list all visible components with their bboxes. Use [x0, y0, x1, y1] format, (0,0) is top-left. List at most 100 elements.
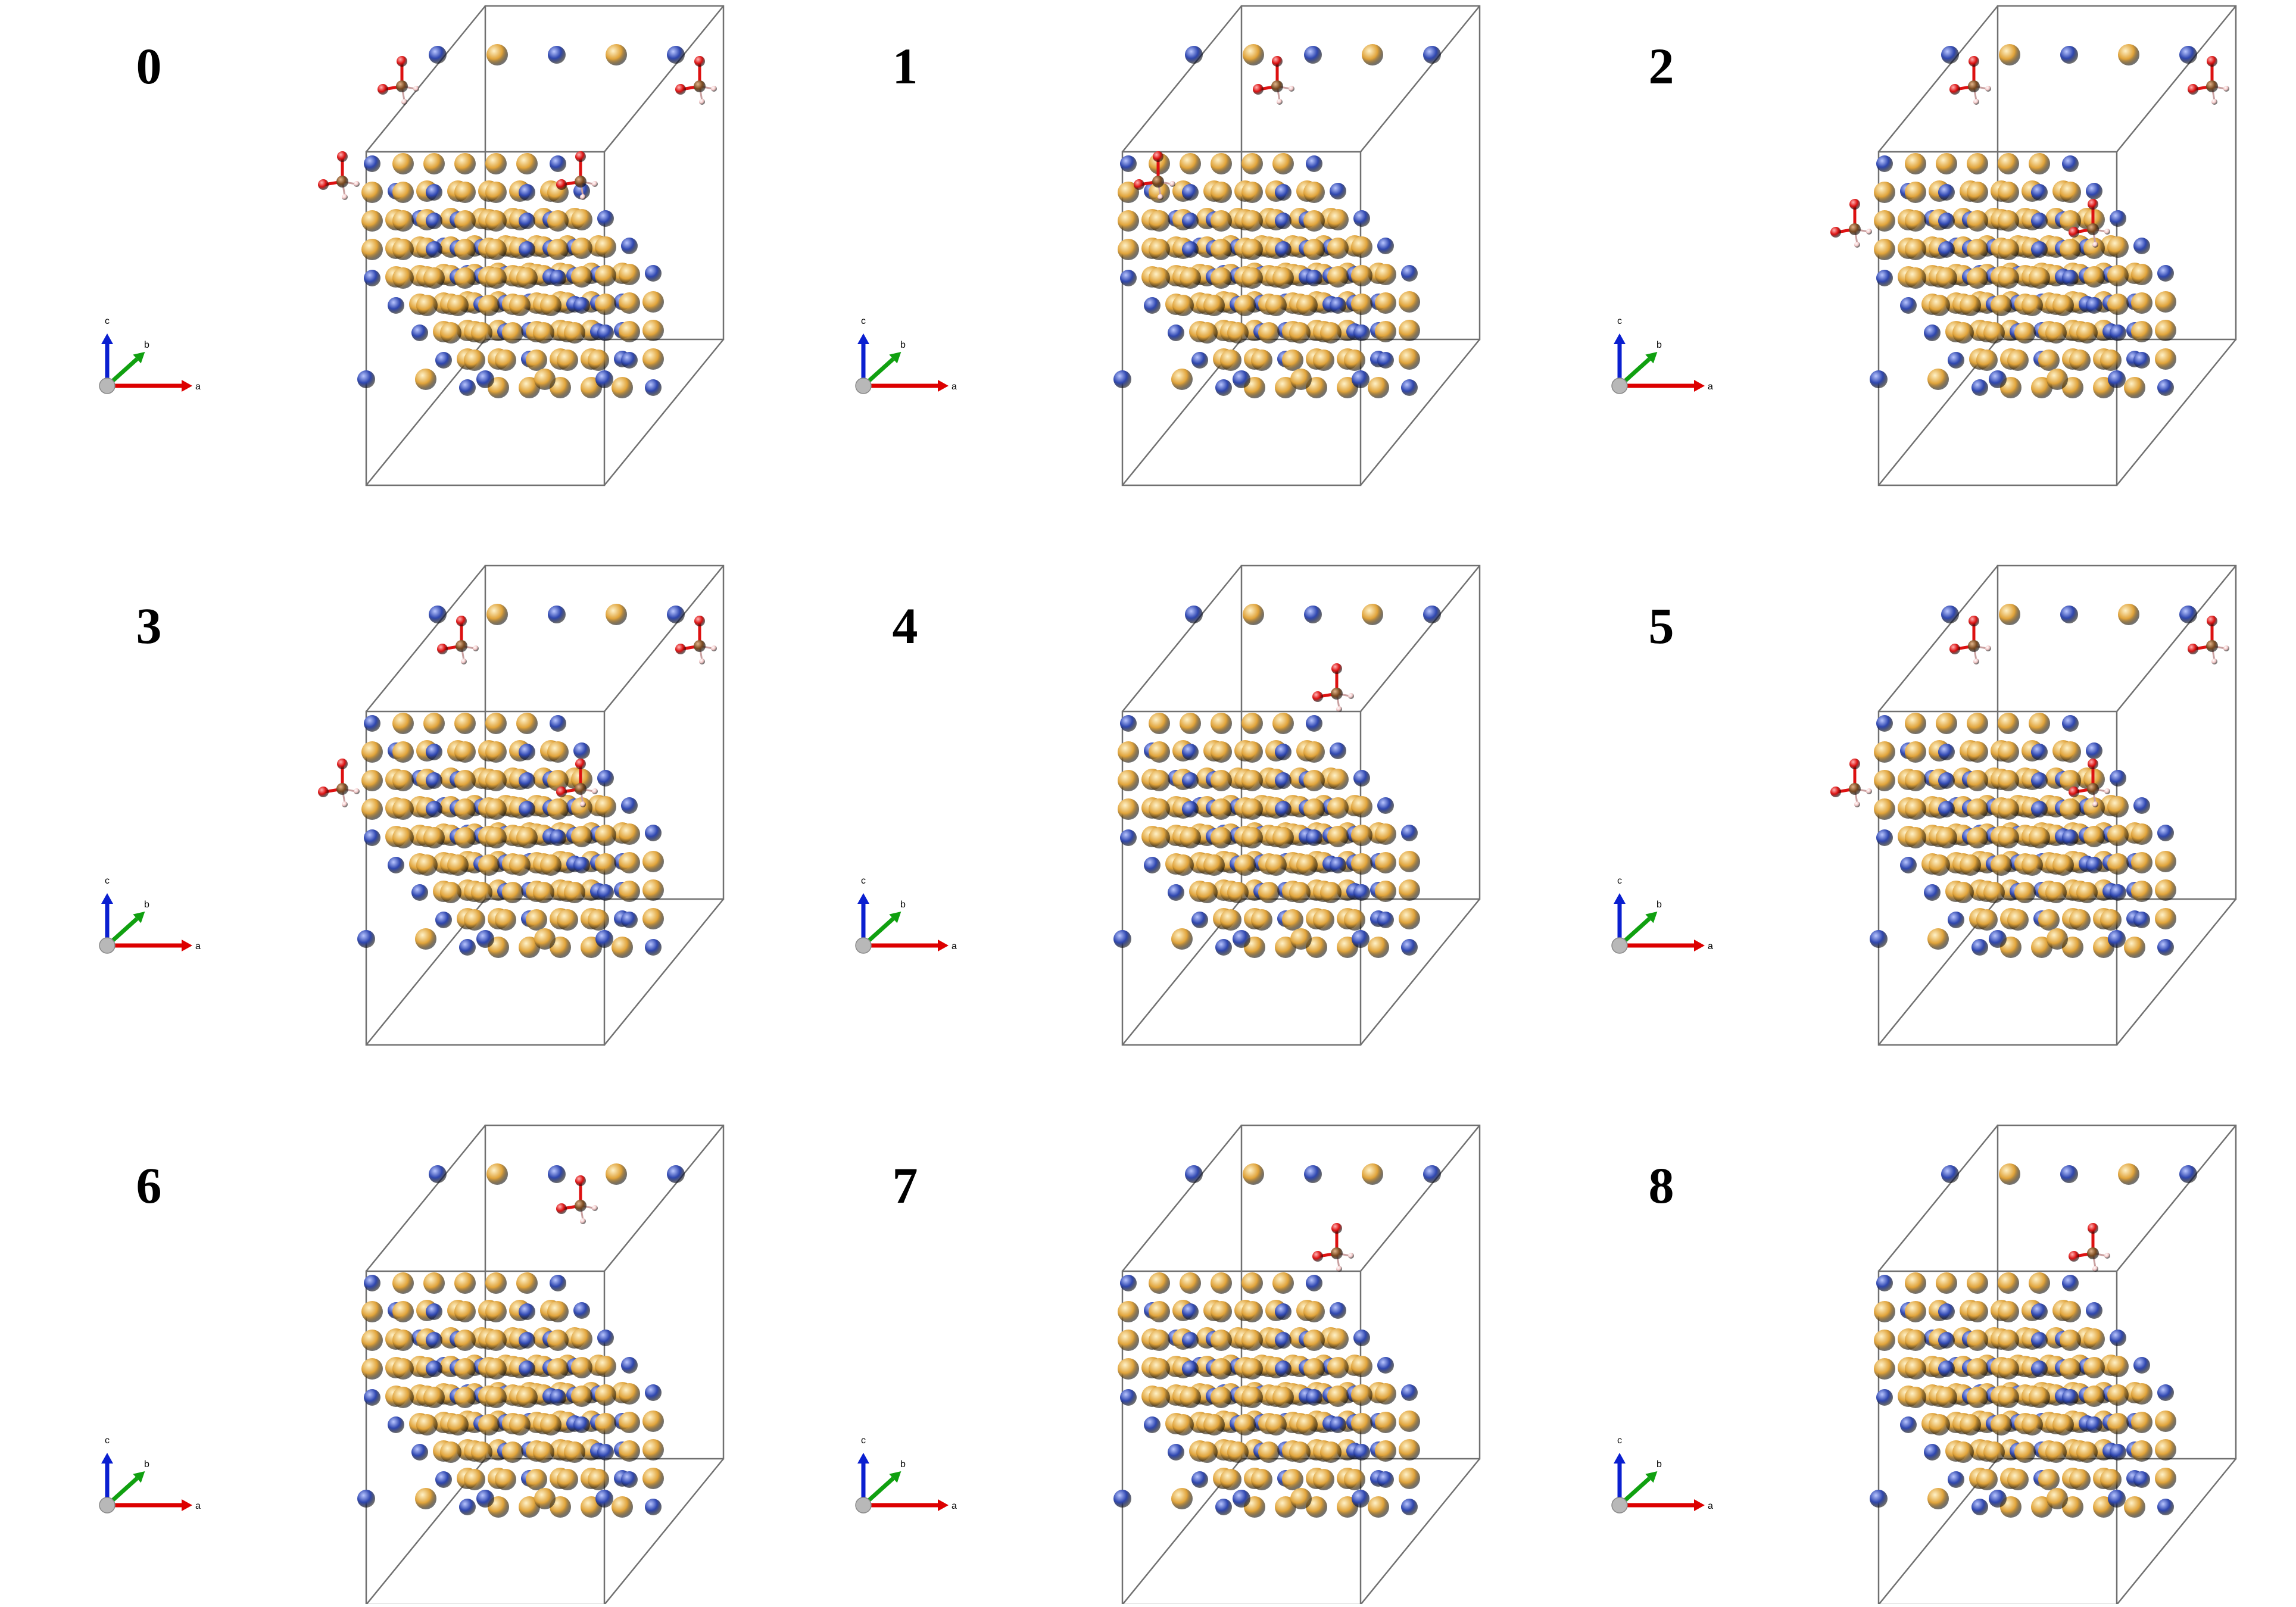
hydrogen-atom	[711, 86, 717, 92]
atom-slab	[357, 44, 685, 398]
blue-atom	[519, 744, 535, 760]
blue-atom	[1924, 324, 1941, 341]
blue-atom	[548, 606, 566, 623]
blue-atom	[519, 801, 535, 817]
gold-atom	[557, 909, 578, 931]
gold-atom	[1967, 1330, 1988, 1351]
blue-atom	[573, 297, 590, 314]
gold-atom	[392, 798, 414, 820]
gold-atom	[1211, 1272, 1232, 1294]
blue-atom	[1377, 1471, 1394, 1488]
blue-atom	[1941, 606, 1959, 623]
blue-atom	[1870, 1490, 1888, 1508]
gold-atom	[2107, 1413, 2129, 1434]
gold-atom	[2014, 1441, 2036, 1463]
gold-atom	[595, 265, 616, 286]
blue-atom	[1352, 930, 1370, 948]
gold-atom	[1241, 1330, 1263, 1351]
gold-atom	[1241, 1272, 1263, 1294]
gold-atom	[454, 770, 476, 791]
blue-atom	[429, 1165, 447, 1183]
gold-atom	[454, 1272, 476, 1294]
blue-atom	[1120, 270, 1137, 286]
blue-atom	[645, 379, 662, 396]
blue-atom	[1353, 884, 1370, 901]
blue-atom	[597, 1444, 614, 1461]
gold-atom	[2060, 1358, 2081, 1380]
gold-atom	[2100, 1469, 2122, 1490]
gold-atom	[1991, 1414, 2012, 1436]
blue-atom	[1144, 1416, 1161, 1433]
gold-atom	[1272, 1387, 1294, 1408]
blue-atom	[1941, 1165, 1959, 1183]
gold-atom	[1118, 1358, 1139, 1380]
gold-atom	[1874, 741, 1895, 763]
carbon-atom	[1849, 783, 1861, 795]
gold-atom	[2124, 937, 2145, 958]
gold-atom	[392, 741, 414, 763]
blue-atom	[1275, 241, 1292, 258]
gold-atom	[392, 827, 414, 848]
gold-atom	[571, 1328, 592, 1350]
gold-atom	[485, 1330, 507, 1351]
hydrogen-atom	[2104, 229, 2110, 235]
gold-atom	[1967, 1358, 1988, 1380]
gold-atom	[1296, 1414, 1318, 1436]
gold-atom	[2107, 1384, 2129, 1406]
axis-triad: a b c	[855, 1436, 957, 1514]
gold-atom	[2047, 369, 2068, 390]
gold-atom	[464, 350, 485, 371]
oxygen-atom	[1830, 787, 1841, 797]
blue-atom	[2031, 241, 2048, 258]
blue-atom	[1275, 184, 1292, 201]
gold-atom	[571, 238, 592, 259]
axis-origin	[855, 937, 872, 954]
blue-atom	[519, 241, 535, 258]
atom-slab	[1870, 44, 2197, 398]
axis-origin	[99, 377, 116, 394]
blue-atom	[1330, 183, 1346, 199]
blue-atom	[2110, 1330, 2126, 1346]
gold-atom	[1220, 350, 1241, 371]
gold-atom	[1905, 182, 1926, 203]
blue-atom	[1401, 825, 1418, 841]
unit-cell-box	[1877, 564, 2237, 1046]
gold-atom	[2060, 770, 2081, 791]
gold-atom	[2047, 1488, 2068, 1509]
axis-c-label: c	[1617, 876, 1622, 886]
gold-atom	[2060, 239, 2081, 260]
blue-atom	[597, 210, 614, 227]
gold-atom	[1967, 713, 1988, 734]
gold-atom	[1243, 604, 1264, 625]
blue-atom	[645, 825, 662, 841]
gold-atom	[2022, 1414, 2043, 1436]
gold-atom	[2029, 153, 2050, 174]
gold-atom	[1327, 266, 1349, 288]
gold-atom	[526, 350, 547, 371]
gold-atom	[1927, 369, 1949, 390]
gold-atom	[1272, 713, 1294, 734]
axis-triad: a b c	[1611, 1436, 1713, 1514]
blue-atom	[2110, 210, 2126, 227]
gold-atom	[1967, 239, 1988, 260]
gold-atom	[534, 1488, 556, 1509]
gold-atom	[547, 1358, 569, 1380]
gold-atom	[454, 827, 476, 848]
gold-atom	[2007, 350, 2029, 371]
blue-atom	[573, 742, 590, 759]
gold-atom	[547, 798, 569, 820]
blue-atom	[1306, 1389, 1322, 1406]
gold-atom	[564, 1441, 585, 1463]
gold-atom	[2083, 797, 2105, 819]
gold-atom	[642, 320, 664, 341]
gold-atom	[1118, 798, 1139, 820]
gold-atom	[2107, 825, 2129, 846]
gold-atom	[619, 852, 640, 873]
gold-atom	[1929, 1414, 1950, 1436]
gold-atom	[1241, 713, 1263, 734]
carbon-atom	[2087, 1247, 2099, 1259]
gold-atom	[2107, 236, 2129, 258]
gold-atom	[2155, 851, 2176, 872]
oxygen-atom	[337, 151, 348, 162]
gold-atom	[642, 851, 664, 872]
